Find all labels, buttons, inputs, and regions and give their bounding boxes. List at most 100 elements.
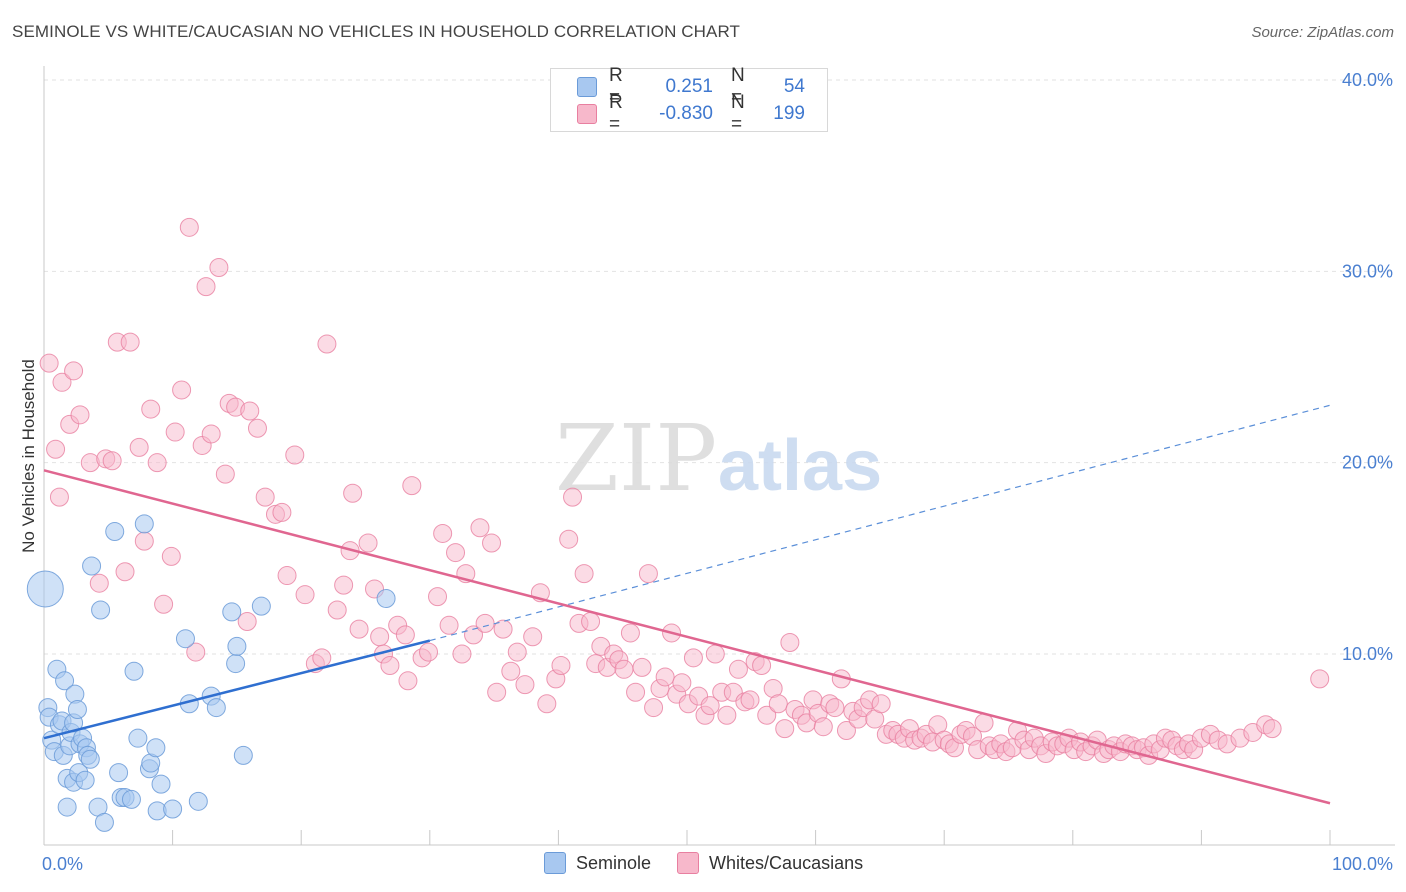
whites-caucasians-point <box>728 659 748 679</box>
legend-row-seminole: R = 0.251 N = 54 <box>577 65 805 108</box>
seminole-point <box>163 799 183 819</box>
chart-title: SEMINOLE VS WHITE/CAUCASIAN NO VEHICLES … <box>12 22 741 41</box>
whites-caucasians-point <box>717 705 737 725</box>
whites-caucasians-point <box>161 546 181 566</box>
legend-label-whites: Whites/Caucasians <box>709 852 864 873</box>
whites-caucasians-point <box>752 655 772 675</box>
whites-caucasians-point <box>343 483 363 503</box>
seminole-point <box>67 699 87 719</box>
legend-n-label: N = <box>731 65 745 108</box>
whites-caucasians-point <box>507 642 527 662</box>
legend-n-label: N = <box>731 92 745 135</box>
whites-caucasians-point <box>1262 719 1282 739</box>
seminole-point <box>26 570 64 608</box>
legend-r-value: -0.830 <box>659 103 713 124</box>
legend-swatch-seminole <box>544 852 566 874</box>
legend-r-label: R = <box>609 92 623 135</box>
seminole-point <box>91 600 111 620</box>
whites-caucasians-point <box>380 655 400 675</box>
whites-caucasians-point <box>115 562 135 582</box>
whites-caucasians-point <box>240 401 260 421</box>
whites-caucasians-point <box>147 453 167 473</box>
whites-caucasians-point <box>70 405 90 425</box>
whites-caucasians-point <box>493 619 513 639</box>
seminole-point <box>206 698 226 718</box>
whites-caucasians-point <box>487 682 507 702</box>
whites-caucasians-point <box>780 633 800 653</box>
legend-swatch-seminole <box>577 77 597 97</box>
legend-item-whites[interactable]: Whites/Caucasians <box>677 852 863 874</box>
whites-caucasians-point <box>537 694 557 714</box>
whites-caucasians-point <box>551 655 571 675</box>
whites-caucasians-point <box>836 721 856 741</box>
whites-caucasians-point <box>358 533 378 553</box>
whites-caucasians-point <box>563 487 583 507</box>
whites-caucasians-point <box>482 533 502 553</box>
seminole-point <box>128 728 148 748</box>
seminole-point <box>222 602 242 622</box>
legend-n-value: 54 <box>783 76 805 97</box>
whites-caucasians-point <box>317 334 337 354</box>
seminole-point <box>227 636 247 656</box>
whites-caucasians-point <box>705 644 725 664</box>
seminole-point <box>105 522 125 542</box>
whites-caucasians-point <box>49 487 69 507</box>
legend-swatch-whites <box>677 852 700 874</box>
correlation-legend: R = 0.251 N = 54 R = -0.830 N = 199 <box>550 65 828 135</box>
whites-caucasians-point <box>370 627 390 647</box>
whites-caucasians-point <box>129 437 149 457</box>
whites-caucasians-point <box>209 258 229 278</box>
whites-caucasians-point <box>515 675 535 695</box>
whites-caucasians-point <box>120 332 140 352</box>
seminole-point <box>94 812 114 832</box>
whites-caucasians-point <box>52 372 72 392</box>
whites-caucasians-point <box>102 451 122 471</box>
legend-r-value: 0.251 <box>665 76 713 97</box>
whites-caucasians-point <box>247 418 267 438</box>
whites-caucasians-point <box>141 399 161 419</box>
tick-labels: 10.0% 20.0% 30.0% 40.0% 0.0% 100.0% <box>42 70 1393 874</box>
whites-caucasians-point <box>419 642 439 662</box>
whites-caucasians-point <box>165 422 185 442</box>
legend-item-seminole[interactable]: Seminole <box>544 852 651 874</box>
watermark-zip: ZIP <box>555 405 717 512</box>
legend-label-seminole: Seminole <box>576 852 652 873</box>
whites-caucasians-point <box>559 529 579 549</box>
whites-caucasians-point <box>871 694 891 714</box>
whites-caucasians-point <box>215 464 235 484</box>
whites-caucasians-point <box>452 644 472 664</box>
whites-caucasians-point <box>768 694 788 714</box>
whites-caucasians-point <box>186 642 206 662</box>
whites-caucasians-point <box>172 380 192 400</box>
seminole-point <box>82 556 102 576</box>
seminole-point <box>57 797 77 817</box>
whites-caucasians-point <box>349 619 369 639</box>
whites-caucasians-point <box>740 690 760 710</box>
seminole-point <box>75 770 95 790</box>
seminole-point <box>80 749 100 769</box>
seminole-point <box>251 596 271 616</box>
whites-caucasians-point <box>295 585 315 605</box>
seminole-point <box>188 791 208 811</box>
whites-caucasians-point <box>614 659 634 679</box>
whites-caucasians-point <box>255 487 275 507</box>
whites-caucasians-point <box>638 564 658 584</box>
whites-caucasians-point <box>825 698 845 718</box>
whites-caucasians-point <box>439 615 459 635</box>
y-tick-label: 40.0% <box>1342 70 1393 90</box>
whites-caucasians-point <box>581 611 601 631</box>
whites-caucasians-point <box>179 217 199 237</box>
watermark-atlas: atlas <box>718 426 882 506</box>
whites-caucasians-points <box>39 217 1330 765</box>
whites-caucasians-trend-line <box>43 469 1331 805</box>
seminole-point <box>109 763 129 783</box>
whites-caucasians-point <box>312 648 332 668</box>
whites-caucasians-point <box>626 682 646 702</box>
seminole-point <box>376 589 396 609</box>
whites-caucasians-point <box>523 627 543 647</box>
whites-caucasians-point <box>39 353 59 373</box>
whites-caucasians-point <box>501 661 521 681</box>
legend-n-value: 199 <box>773 103 805 124</box>
legend-r-label: R = <box>609 65 623 108</box>
whites-caucasians-point <box>574 564 594 584</box>
